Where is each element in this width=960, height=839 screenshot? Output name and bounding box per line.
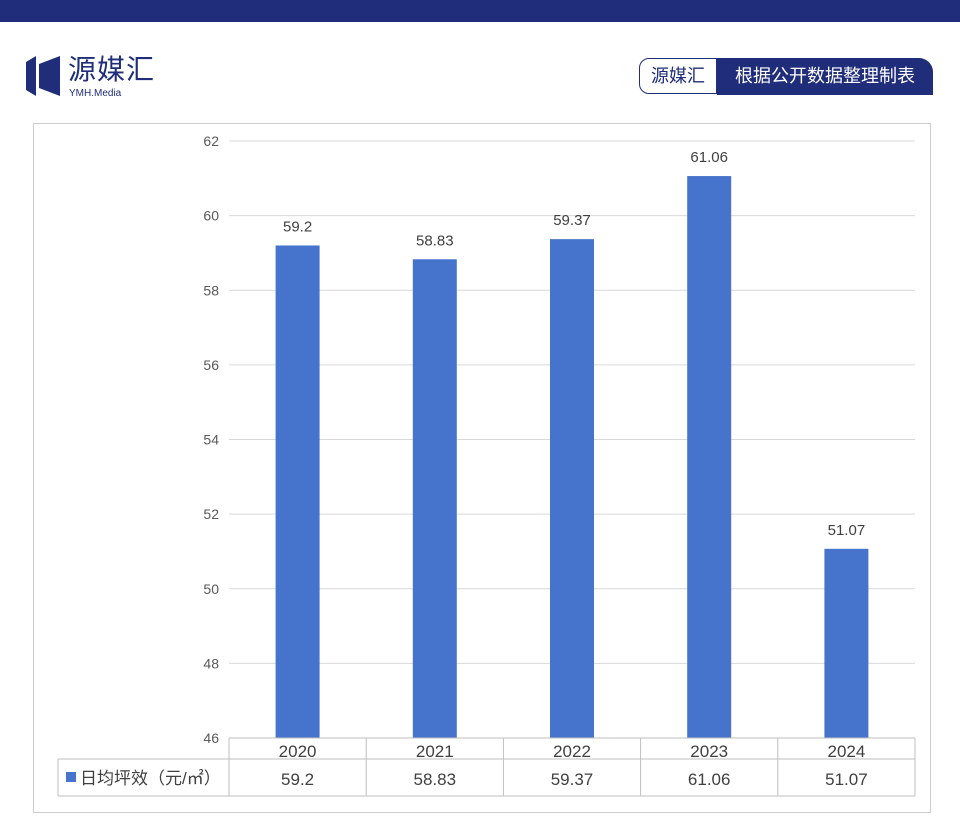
y-tick-label: 56 <box>203 357 219 373</box>
brand-logo: 源媒汇 YMH.Media <box>26 52 186 102</box>
source-note: 源媒汇 根据公开数据整理制表 <box>639 58 935 95</box>
y-tick-label: 46 <box>203 730 219 746</box>
chart-frame <box>33 123 931 813</box>
x-tick-label: 2024 <box>827 742 865 761</box>
brand-logo-icon <box>26 56 60 96</box>
data-labels: 59.2 58.83 59.37 61.06 51.07 <box>283 149 865 539</box>
y-tick-label: 58 <box>203 282 219 298</box>
x-tick-label: 2020 <box>279 742 317 761</box>
x-tick-label: 2022 <box>553 742 591 761</box>
bar-value-label: 51.07 <box>828 522 866 539</box>
source-text: 根据公开数据整理制表 <box>717 58 933 95</box>
table-value: 61.06 <box>688 770 731 789</box>
top-bar <box>0 0 960 22</box>
y-tick-label: 52 <box>203 506 219 522</box>
source-brand: 源媒汇 <box>639 58 717 94</box>
y-tick-label: 54 <box>203 432 219 448</box>
y-tick-label: 48 <box>203 655 219 671</box>
bar-2022 <box>550 239 594 738</box>
y-tick-label: 60 <box>203 208 219 224</box>
table-value: 59.2 <box>281 770 314 789</box>
y-tick-label: 50 <box>203 581 219 597</box>
bar-2024 <box>824 548 869 738</box>
bar-value-label: 59.2 <box>283 218 312 235</box>
y-tick-label: 62 <box>203 133 219 149</box>
y-axis: 46 48 50 52 54 56 58 60 62 <box>203 133 219 746</box>
brand-subtitle: YMH.Media <box>69 88 122 99</box>
bar-value-label: 61.06 <box>690 149 728 166</box>
data-table: 2020 59.2 2021 58.83 2022 59.37 2023 61.06 2024 5… <box>57 737 916 797</box>
legend-series-name: 日均坪效（元/㎡） <box>80 769 221 788</box>
x-tick-label: 2023 <box>690 742 728 761</box>
table-value: 59.37 <box>551 770 594 789</box>
bar-2023 <box>687 176 732 739</box>
bar-value-label: 58.83 <box>416 232 454 249</box>
table-value: 58.83 <box>414 770 457 789</box>
table-value: 51.07 <box>825 770 868 789</box>
bar-2020 <box>275 245 320 738</box>
brand-name: 源媒汇 <box>68 54 156 85</box>
x-tick-label: 2021 <box>416 742 454 761</box>
bar-2021 <box>412 259 457 738</box>
legend-swatch <box>66 772 76 782</box>
bars <box>275 176 869 739</box>
bar-value-label: 59.37 <box>553 212 591 229</box>
